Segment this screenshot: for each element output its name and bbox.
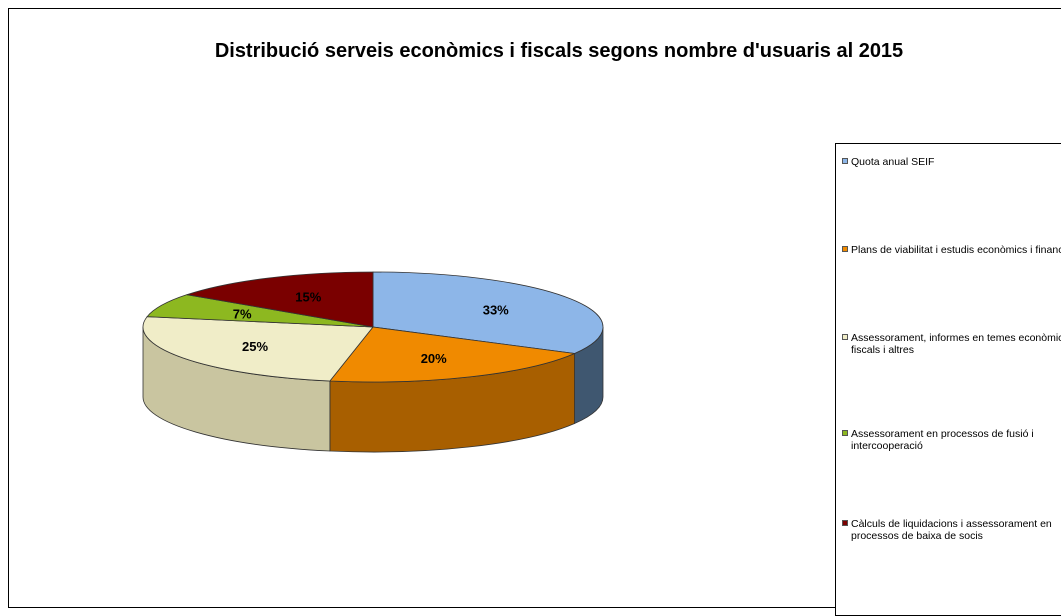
legend-item-fusio: Assessorament en processos de fusió i in… <box>842 428 1061 452</box>
legend-item-quota-anual: Quota anual SEIF <box>842 156 1061 168</box>
legend-swatch-assessorament-informes <box>842 334 848 340</box>
legend-label-liquidacions: Càlculs de liquidacions i assessorament … <box>851 518 1052 542</box>
legend-swatch-plans-viabilitat <box>842 246 848 252</box>
legend-swatch-liquidacions <box>842 520 848 526</box>
legend-item-liquidacions: Càlculs de liquidacions i assessorament … <box>842 518 1061 542</box>
pie-slice-calculs-de-liquidacions-i-asse <box>186 271 374 328</box>
pie-label-quota-anual-seif: 33% <box>483 303 509 318</box>
legend-label-plans-viabilitat: Plans de viabilitat i estudis econòmics … <box>851 244 1061 256</box>
pie-slice-assessorament-informes-en-teme <box>142 316 374 382</box>
pie-label-assessorament-informes-en-teme: 25% <box>242 339 268 354</box>
chart-title: Distribució serveis econòmics i fiscals … <box>214 40 904 62</box>
pie-label-plans-de-viabilitat-i-estudis-: 20% <box>421 351 447 366</box>
pie-slice-plans-de-viabilitat-i-estudis- <box>329 326 577 383</box>
pie-label-calculs-de-liquidacions-i-asse: 15% <box>295 290 321 305</box>
pie-top <box>142 271 604 383</box>
legend-item-assessorament-informes: Assessorament, informes en temes econòmi… <box>842 332 1061 356</box>
chart-area: Distribució serveis econòmics i fiscals … <box>8 8 1061 616</box>
legend-label-assessorament-informes: Assessorament, informes en temes econòmi… <box>851 332 1061 356</box>
legend-swatch-quota-anual <box>842 158 848 164</box>
pie-slice-assessorament-en-processos-de- <box>146 294 374 328</box>
legend-swatch-fusio <box>842 430 848 436</box>
pie-chart: 33% 20% 25% 7% 15% <box>142 271 604 453</box>
pie-label-assessorament-en-processos-de-: 7% <box>233 306 252 321</box>
legend-label-fusio: Assessorament en processos de fusió i in… <box>851 428 1034 452</box>
pie-sides <box>142 326 604 453</box>
pie-slice-quota-anual-seif <box>372 271 604 354</box>
legend-label-quota-anual: Quota anual SEIF <box>851 156 935 168</box>
legend: Quota anual SEIF Plans de viabilitat i e… <box>835 143 1061 616</box>
legend-item-plans-viabilitat: Plans de viabilitat i estudis econòmics … <box>842 244 1061 256</box>
